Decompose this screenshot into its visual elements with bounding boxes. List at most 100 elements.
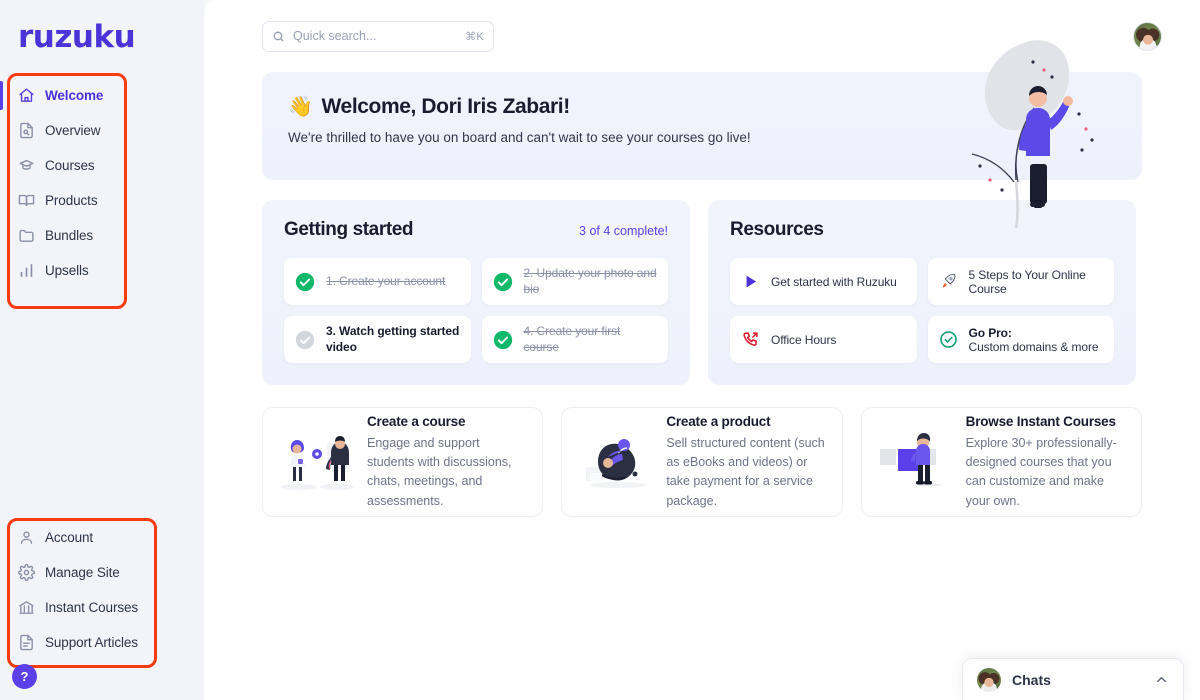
welcome-title-text: Welcome, Dori Iris Zabari! — [321, 94, 571, 118]
checklist-item-label: 4. Create your first course — [523, 324, 621, 354]
user-icon — [18, 529, 35, 546]
sidebar-item-label: Welcome — [45, 88, 104, 103]
help-button[interactable]: ? — [12, 664, 37, 689]
resource-item-go-pro[interactable]: Go Pro: Custom domains & more — [927, 316, 1114, 363]
brand-logo[interactable]: ruzuku — [18, 19, 136, 55]
rocket-icon — [939, 272, 958, 291]
page-title: 👋 Welcome, Dori Iris Zabari! — [288, 94, 1116, 119]
document-icon — [18, 634, 35, 651]
resource-item-5-steps[interactable]: 5 Steps to Your Online Course — [927, 258, 1114, 305]
action-card-description: Explore 30+ professionally-designed cour… — [965, 435, 1117, 508]
resources-header: Resources — [730, 219, 1114, 241]
sidebar: ruzuku Welcome Overview Courses — [0, 0, 204, 700]
getting-started-header: Getting started 3 of 4 complete! — [284, 219, 668, 241]
checklist-grid: 1. Create your account 2. Update your ph… — [284, 258, 668, 364]
action-card-text: Create a course Engage and support stude… — [367, 414, 526, 512]
welcome-banner: 👋 Welcome, Dori Iris Zabari! We're thril… — [262, 40, 1142, 229]
phone-forwarded-icon — [741, 330, 760, 349]
resources-grid: Get started with Ruzuku — [730, 258, 1114, 363]
chat-widget[interactable]: Chats — [962, 658, 1184, 700]
sidebar-secondary-nav: Account Manage Site Instant Courses Supp… — [8, 520, 138, 660]
resource-item-label: 5 Steps to Your Online Course — [968, 267, 1086, 296]
check-circle-filled-icon — [295, 272, 315, 292]
check-circle-filled-icon — [493, 330, 513, 350]
sidebar-item-support-articles[interactable]: Support Articles — [8, 625, 138, 660]
checklist-item-label: 2. Update your photo and bio — [523, 266, 657, 296]
sidebar-item-manage-site[interactable]: Manage Site — [8, 555, 126, 590]
sidebar-item-label: Products — [45, 193, 98, 208]
sidebar-item-products[interactable]: Products — [8, 183, 126, 218]
topbar: ⌘K — [204, 0, 1200, 72]
resources-title: Resources — [730, 219, 824, 240]
sidebar-item-label: Instant Courses — [45, 600, 139, 615]
sidebar-item-label: Courses — [45, 158, 95, 173]
sidebar-item-label: Upsells — [45, 263, 89, 278]
bar-chart-icon — [18, 262, 35, 279]
resource-item-sublabel: Custom domains & more — [968, 339, 1099, 354]
sidebar-item-label: Bundles — [45, 228, 94, 243]
sidebar-item-account[interactable]: Account — [8, 520, 126, 555]
sidebar-item-label: Support Articles — [45, 635, 138, 650]
chat-avatar — [977, 667, 1001, 692]
sidebar-item-overview[interactable]: Overview — [8, 113, 126, 148]
action-card-text: Browse Instant Courses Explore 30+ profe… — [966, 414, 1125, 512]
two-people-illustration — [279, 423, 357, 501]
document-search-icon — [18, 122, 35, 139]
action-card-row: Create a course Engage and support stude… — [262, 407, 1142, 518]
person-sitting-illustration — [578, 423, 656, 501]
gear-icon — [18, 564, 35, 581]
search-input[interactable] — [293, 29, 458, 43]
resource-item-label: Go Pro: Custom domains & more — [969, 326, 1099, 354]
search-shortcut-hint: ⌘K — [465, 30, 484, 43]
folder-icon — [18, 227, 35, 244]
sidebar-item-courses[interactable]: Courses — [8, 148, 126, 183]
graduation-cap-icon — [18, 157, 35, 174]
resource-item-get-started[interactable]: Get started with Ruzuku — [730, 258, 917, 305]
action-card-description: Sell structured content (such as eBooks … — [666, 435, 825, 508]
sidebar-item-label: Manage Site — [45, 565, 120, 580]
resource-item-label: Office Hours — [771, 332, 837, 347]
open-book-icon — [18, 192, 35, 209]
chat-label: Chats — [1012, 671, 1051, 688]
action-card-title: Browse Instant Courses — [965, 413, 1116, 429]
sidebar-item-welcome[interactable]: Welcome — [0, 78, 126, 113]
sidebar-item-upsells[interactable]: Upsells — [8, 253, 126, 288]
chevron-up-icon[interactable] — [1154, 672, 1169, 687]
resource-item-label: Get started with Ruzuku — [771, 274, 897, 289]
search-icon — [272, 30, 285, 43]
checklist-item[interactable]: 2. Update your photo and bio — [481, 258, 668, 306]
welcome-subtitle: We're thrilled to have you on board and … — [288, 130, 751, 145]
checklist-item[interactable]: 4. Create your first course — [481, 316, 668, 364]
getting-started-progress-badge: 3 of 4 complete! — [579, 224, 668, 238]
sidebar-item-label: Account — [45, 530, 94, 545]
sidebar-item-instant-courses[interactable]: Instant Courses — [8, 590, 138, 625]
person-presenting-illustration — [878, 423, 956, 501]
action-card-title: Create a course — [367, 413, 466, 429]
checklist-item[interactable]: 3. Watch getting started video — [284, 316, 471, 364]
getting-started-panel: Getting started 3 of 4 complete! 1. Crea… — [262, 200, 690, 386]
bank-icon — [18, 599, 35, 616]
check-circle-filled-icon — [493, 272, 513, 292]
action-card-create-course[interactable]: Create a course Engage and support stude… — [262, 407, 544, 518]
check-circle-muted-icon — [295, 330, 315, 350]
checklist-item-label: 1. Create your account — [326, 273, 446, 288]
waving-hand-icon: 👋 — [288, 96, 313, 118]
home-icon — [18, 87, 35, 104]
action-card-title: Create a product — [666, 413, 771, 429]
sidebar-item-bundles[interactable]: Bundles — [8, 218, 126, 253]
main-content: ⌘K 👋 Welcome, Dori Iris Zabari! We're th… — [204, 0, 1200, 700]
search-box[interactable]: ⌘K — [262, 20, 494, 52]
checklist-item-label: 3. Watch getting started video — [326, 324, 460, 354]
resource-item-office-hours[interactable]: Office Hours — [730, 316, 917, 363]
checklist-item[interactable]: 1. Create your account — [284, 258, 471, 306]
getting-started-title: Getting started — [284, 219, 414, 240]
check-circle-outline-icon — [939, 330, 958, 349]
play-icon — [741, 272, 760, 291]
resource-item-title: Go Pro: — [968, 325, 1012, 340]
sidebar-primary-nav: Welcome Overview Courses Products — [0, 78, 126, 288]
action-card-description: Engage and support students with discuss… — [367, 435, 512, 508]
action-card-browse-instant-courses[interactable]: Browse Instant Courses Explore 30+ profe… — [860, 407, 1142, 518]
avatar[interactable] — [1133, 21, 1162, 51]
action-card-create-product[interactable]: Create a product Sell structured content… — [561, 407, 843, 518]
